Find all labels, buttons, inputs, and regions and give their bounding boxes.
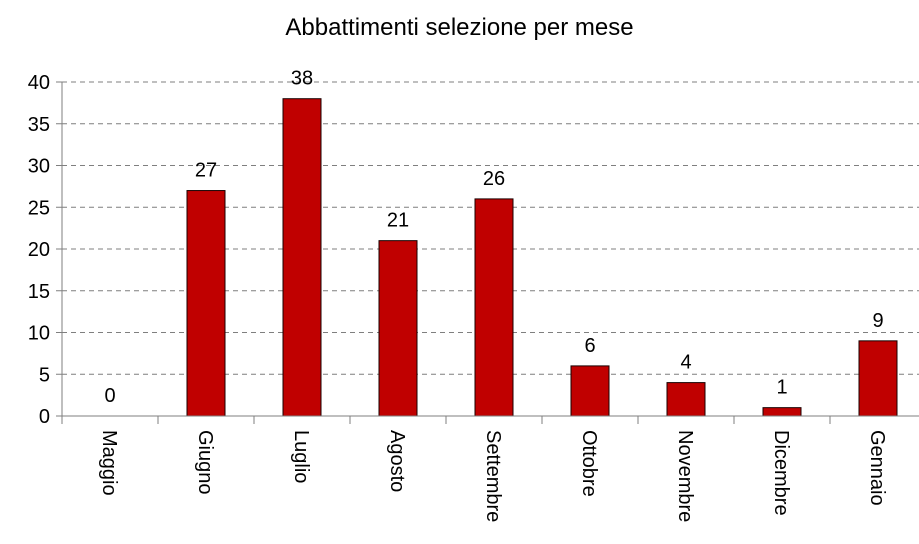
data-label: 4 [680, 352, 691, 374]
y-axis-ticks: 0 5 10 15 20 25 30 35 40 [28, 72, 63, 428]
y-tick-label: 25 [28, 197, 50, 219]
x-axis-ticks: Maggio Giugno Luglio Agosto Settembre Ottobre… [98, 430, 888, 522]
bar-agosto [378, 240, 418, 417]
data-label: 26 [483, 168, 505, 190]
data-label: 0 [104, 385, 115, 407]
bar-luglio [282, 98, 322, 417]
y-tick-label: 10 [28, 323, 50, 345]
gridlines [62, 81, 919, 375]
x-tick-label: Dicembre [770, 430, 792, 516]
y-tick-label: 20 [28, 239, 50, 261]
y-tick-label: 5 [39, 364, 50, 386]
x-tick-label: Settembre [482, 430, 504, 522]
data-label: 38 [291, 68, 313, 90]
y-tick-label: 35 [28, 114, 50, 136]
bar-dicembre [762, 407, 802, 417]
data-label: 27 [195, 160, 217, 182]
x-tick-label: Gennaio [866, 430, 888, 506]
y-tick-label: 40 [28, 72, 50, 94]
data-label: 6 [584, 335, 595, 357]
y-tick-label: 30 [28, 156, 50, 178]
bars [186, 98, 898, 417]
x-tick-label: Giugno [194, 430, 216, 495]
x-axis [61, 415, 919, 424]
bar-gennaio [858, 340, 898, 417]
bar-novembre [666, 382, 706, 417]
x-tick-label: Maggio [98, 430, 120, 496]
data-label: 9 [872, 310, 883, 332]
x-tick-label: Ottobre [578, 430, 600, 497]
y-tick-label: 0 [39, 406, 50, 428]
y-tick-label: 15 [28, 281, 50, 303]
bar-settembre [474, 198, 514, 417]
data-label: 1 [776, 377, 787, 399]
x-tick-label: Novembre [674, 430, 696, 522]
data-labels: 0 27 38 21 26 6 4 1 9 [104, 68, 883, 407]
chart-title: Abbattimenti selezione per mese [285, 14, 634, 41]
data-label: 21 [387, 210, 409, 232]
x-tick-label: Agosto [386, 430, 408, 492]
bar-giugno [186, 190, 226, 417]
bar-ottobre [570, 365, 610, 417]
x-tick-label: Luglio [290, 430, 312, 483]
